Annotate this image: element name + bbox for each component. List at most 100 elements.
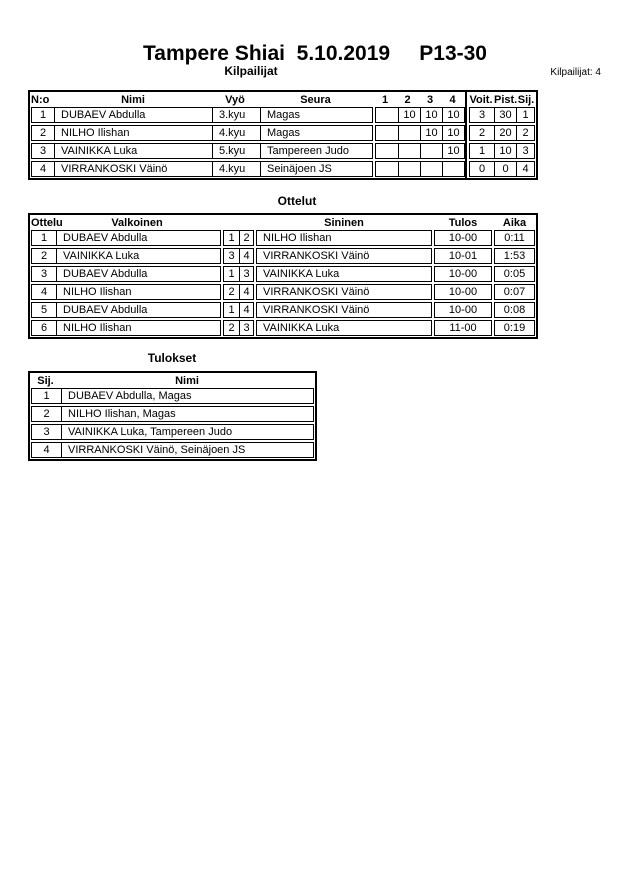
blue-player-name: VAINIKKA Luka: [263, 268, 340, 280]
result-place: 2: [43, 408, 50, 420]
blue-player-number: 4: [239, 285, 253, 299]
match-time: 1:53: [503, 250, 526, 262]
white-player-name: DUBAEV Abdulla: [56, 303, 220, 317]
white-player-box: 5 DUBAEV Abdulla: [31, 302, 221, 318]
place-value: 2: [516, 126, 534, 140]
result-place: 1: [43, 390, 50, 402]
match-result: 10-00: [448, 268, 478, 280]
match-number: 1: [40, 232, 48, 244]
match-time: 0:08: [503, 304, 526, 316]
player-numbers-box: 2 3: [223, 320, 254, 336]
competitor-row: 1 DUBAEV Abdulla 3.kyu Magas 10 10 10 3 …: [31, 107, 535, 123]
header-name: Nimi: [121, 94, 145, 106]
blue-player-box: VAINIKKA Luka: [256, 320, 432, 336]
result-box: 10-00: [434, 230, 492, 246]
result-box: 10-01: [434, 248, 492, 264]
player-numbers-box: 1 3: [223, 266, 254, 282]
place-value: 1: [516, 108, 534, 122]
competitor-number: 2: [39, 127, 47, 139]
round-scores-box: 10 10 10: [375, 107, 465, 123]
round-score: [376, 162, 398, 176]
result-box: 1 DUBAEV Abdulla, Magas: [31, 388, 314, 404]
match-result: 10-00: [448, 232, 478, 244]
competitors-table: N:o Nimi Vyö Seura 1 2 3 4 Voit. Pist. S…: [28, 90, 538, 180]
result-name: DUBAEV Abdulla, Magas: [61, 389, 313, 403]
white-player-number: 1: [228, 232, 235, 244]
round-score: [376, 126, 398, 140]
result-box: 4 VIRRANKOSKI Väinö, Seinäjoen JS: [31, 442, 314, 458]
competitor-name: NILHO Ilishan: [54, 126, 212, 140]
totals-box: 0 0 4: [469, 161, 535, 177]
result-box: 10-00: [434, 284, 492, 300]
competitor-row: 3 VAINIKKA Luka 5.kyu Tampereen Judo 10 …: [31, 143, 535, 159]
header-round-4: 4: [449, 94, 456, 106]
results-section-divider-line: [465, 92, 467, 178]
blue-player-name: NILHO Ilishan: [263, 232, 332, 244]
time-box: 0:11: [494, 230, 535, 246]
matches-table-header: Ottelu Valkoinen Sininen Tulos Aika: [31, 216, 535, 230]
result-name: VAINIKKA Luka, Tampereen Judo: [61, 425, 313, 439]
result-name: NILHO Ilishan, Magas: [61, 407, 313, 421]
competitor-row: 4 VIRRANKOSKI Väinö 4.kyu Seinäjoen JS 0…: [31, 161, 535, 177]
points-value: 20: [494, 126, 516, 140]
wins-value: 2: [478, 127, 486, 139]
competitor-number: 4: [39, 163, 47, 175]
white-player-name: DUBAEV Abdulla: [56, 231, 220, 245]
header-belt: Vyö: [225, 94, 245, 106]
time-box: 0:08: [494, 302, 535, 318]
white-player-number: 1: [228, 304, 235, 316]
result-box: 10-00: [434, 266, 492, 282]
match-result: 10-00: [448, 286, 478, 298]
header-result: Tulos: [448, 217, 478, 229]
competitor-club: Magas: [260, 108, 372, 122]
header-round-3: 3: [426, 94, 434, 106]
header-wins: Voit.: [469, 94, 493, 106]
competitor-info-box: 4 VIRRANKOSKI Väinö 4.kyu Seinäjoen JS: [31, 161, 373, 177]
white-player-name: DUBAEV Abdulla: [56, 267, 220, 281]
white-player-number: 1: [228, 268, 235, 280]
result-box: 10-00: [434, 302, 492, 318]
round-score: 10: [420, 126, 442, 140]
round-scores-box: 10 10: [375, 125, 465, 141]
round-score: [376, 144, 398, 158]
match-number: 6: [40, 322, 48, 334]
competitor-number: 1: [39, 109, 47, 121]
competitor-info-box: 1 DUBAEV Abdulla 3.kyu Magas: [31, 107, 373, 123]
matches-table: Ottelu Valkoinen Sininen Tulos Aika 1 DU…: [28, 213, 538, 339]
competitor-info-box: 2 NILHO Ilishan 4.kyu Magas: [31, 125, 373, 141]
time-box: 0:07: [494, 284, 535, 300]
blue-player-box: NILHO Ilishan: [256, 230, 432, 246]
round-score: [398, 162, 420, 176]
white-player-box: 3 DUBAEV Abdulla: [31, 266, 221, 282]
match-number: 3: [40, 268, 48, 280]
results-table: Sij. Nimi 1 DUBAEV Abdulla, Magas 2 NILH…: [28, 371, 317, 461]
header-round-2: 2: [404, 94, 411, 106]
competitors-table-header: N:o Nimi Vyö Seura 1 2 3 4 Voit. Pist. S…: [31, 93, 535, 107]
result-place: 3: [43, 426, 50, 438]
blue-player-name: VAINIKKA Luka: [263, 322, 340, 334]
competitor-club: Tampereen Judo: [260, 144, 372, 158]
competitors-count: Kilpailijat: 4: [550, 67, 601, 78]
white-player-name: NILHO Ilishan: [56, 285, 220, 299]
blue-player-box: VIRRANKOSKI Väinö: [256, 284, 432, 300]
header-white: Valkoinen: [111, 217, 163, 229]
match-number: 5: [40, 304, 48, 316]
points-value: 0: [494, 162, 516, 176]
time-box: 0:19: [494, 320, 535, 336]
blue-player-name: VIRRANKOSKI Väinö: [263, 286, 370, 298]
points-value: 30: [494, 108, 516, 122]
player-numbers-box: 1 2: [223, 230, 254, 246]
match-number: 2: [40, 250, 48, 262]
competitor-name: VAINIKKA Luka: [54, 144, 212, 158]
result-box: 3 VAINIKKA Luka, Tampereen Judo: [31, 424, 314, 440]
header-no: N:o: [31, 94, 50, 106]
competitor-number: 3: [39, 145, 47, 157]
competitor-club: Magas: [260, 126, 372, 140]
match-result: 11-00: [449, 322, 477, 334]
header-match: Ottelu: [31, 217, 63, 229]
competitor-belt: 5.kyu: [212, 144, 260, 158]
blue-player-box: VIRRANKOSKI Väinö: [256, 248, 432, 264]
white-player-box: 2 VAINIKKA Luka: [31, 248, 221, 264]
result-row: 4 VIRRANKOSKI Väinö, Seinäjoen JS: [31, 442, 314, 458]
